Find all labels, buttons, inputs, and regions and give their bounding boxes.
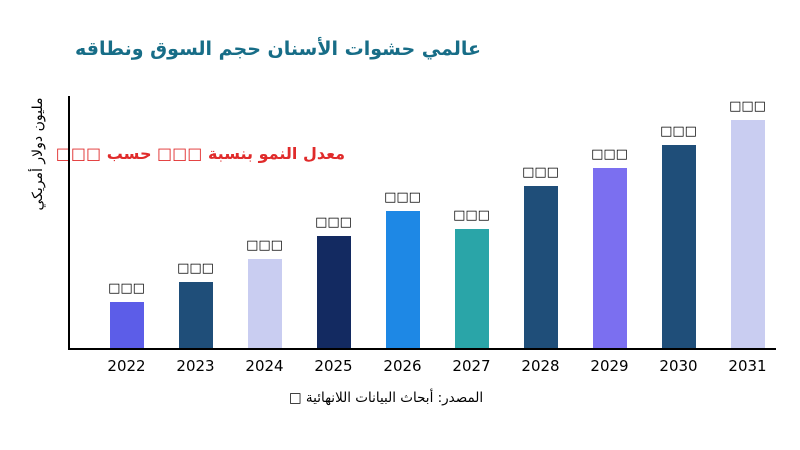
bar-group: □□□ (161, 261, 230, 348)
bar-value-label: □□□ (177, 261, 214, 276)
bar (178, 282, 213, 348)
bar (661, 145, 696, 348)
y-axis-line (68, 96, 70, 350)
bar-value-label: □□□ (660, 124, 697, 139)
bar (592, 168, 627, 348)
bar-group: □□□ (299, 215, 368, 348)
bar-group: □□□ (230, 238, 299, 348)
bar (454, 229, 489, 348)
bar-group: □□□ (713, 99, 782, 348)
x-axis-ticks: 2022 2023 2024 2025 2026 2027 2028 2029 2030 2031 (92, 357, 782, 375)
bar (730, 120, 765, 348)
bar-group: □□□ (437, 208, 506, 348)
bar-value-label: □□□ (108, 281, 145, 296)
bar-group: □□□ (575, 147, 644, 348)
x-tick-label: 2022 (107, 357, 146, 375)
bar-value-label: □□□ (384, 190, 421, 205)
x-tick-label: 2027 (452, 357, 491, 375)
bar-value-label: □□□ (591, 147, 628, 162)
bar-value-label: □□□ (246, 238, 283, 253)
bar-group: □□□ (92, 281, 161, 348)
growth-annotation: معدل النمو بنسبة □□□ حسب □□□ (55, 144, 345, 163)
y-axis-label: مليون دولار أمريكي (30, 97, 46, 211)
x-tick-label: 2031 (728, 357, 767, 375)
bar (109, 302, 144, 348)
bar-value-label: □□□ (729, 99, 766, 114)
x-tick-label: 2028 (521, 357, 560, 375)
bar (523, 186, 558, 348)
bar-value-label: □□□ (453, 208, 490, 223)
x-tick-label: 2023 (176, 357, 215, 375)
chart-title: عالمي حشوات الأسنان حجم السوق ونطاقه (75, 38, 481, 60)
bar-group: □□□ (506, 165, 575, 348)
x-axis-line (68, 348, 776, 350)
source-text: المصدر: أبحاث البيانات اللانهائية □ (288, 390, 484, 406)
x-tick-label: 2025 (314, 357, 353, 375)
x-tick-label: 2029 (590, 357, 629, 375)
bar-group: □□□ (368, 190, 437, 348)
bar-value-label: □□□ (315, 215, 352, 230)
bar (316, 236, 351, 348)
x-tick-label: 2030 (659, 357, 698, 375)
x-tick-label: 2026 (383, 357, 422, 375)
bar-value-label: □□□ (522, 165, 559, 180)
plot-area: □□□ □□□ □□□ □□□ □□□ □□□ □□□ □□□ □□□ □□□ (92, 94, 782, 348)
bar-group: □□□ (644, 124, 713, 348)
bar (385, 211, 420, 348)
x-tick-label: 2024 (245, 357, 284, 375)
bar (247, 259, 282, 348)
